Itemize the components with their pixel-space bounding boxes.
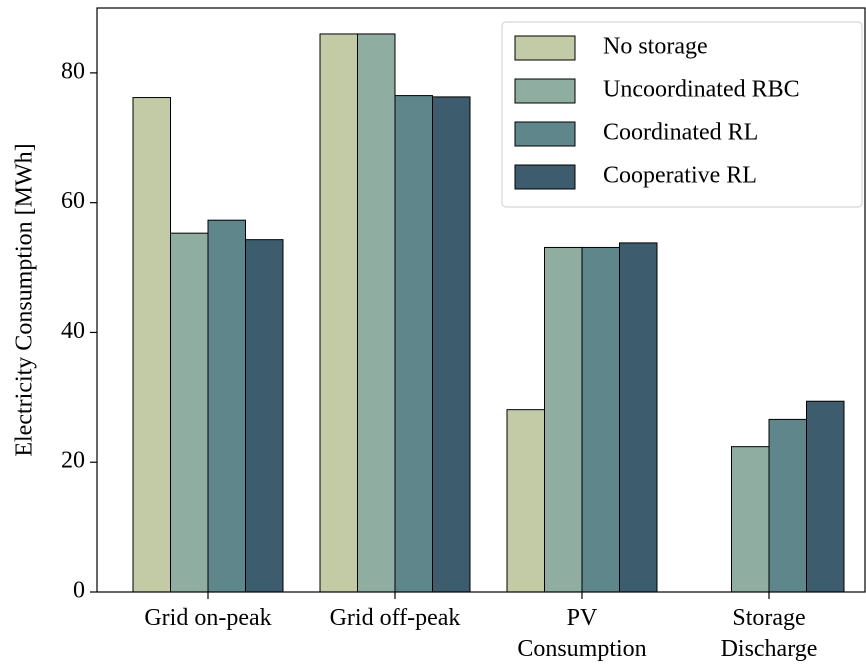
- x-tick-label: PV Consumption: [517, 605, 647, 662]
- bar: [581, 246, 620, 593]
- legend-swatch: [514, 121, 576, 147]
- bar: [768, 418, 807, 593]
- y-axis-label: Electricity Consumption [MWh]: [12, 143, 38, 456]
- bar: [806, 400, 845, 593]
- bar: [731, 446, 770, 593]
- y-tick-label: 0: [73, 578, 85, 604]
- y-tick-label: 60: [61, 188, 85, 214]
- x-tick-label: Storage Discharge: [720, 605, 818, 662]
- legend-box: [501, 21, 863, 208]
- x-tick-label: Grid on-peak: [144, 605, 272, 631]
- legend-label: Cooperative RL: [603, 163, 757, 189]
- plot-frame: [96, 7, 866, 593]
- bar: [544, 246, 583, 593]
- bar: [357, 33, 396, 593]
- legend-swatch: [514, 78, 576, 104]
- legend-swatch: [514, 35, 576, 61]
- bar: [132, 97, 171, 593]
- x-tick-label: Grid off-peak: [329, 605, 461, 631]
- bar: [394, 95, 433, 593]
- y-tick-label: 20: [61, 448, 85, 474]
- bar: [170, 232, 209, 593]
- legend-swatch: [514, 164, 576, 190]
- y-tick-label: 80: [61, 58, 85, 84]
- bar: [319, 33, 358, 593]
- bar: [506, 409, 545, 593]
- legend-label: Coordinated RL: [603, 120, 758, 146]
- bar: [432, 96, 471, 593]
- legend-label: No storage: [603, 34, 708, 60]
- bar: [619, 242, 658, 593]
- legend-label: Uncoordinated RBC: [603, 77, 800, 103]
- bar: [245, 239, 284, 593]
- bar: [207, 219, 246, 593]
- y-tick-label: 40: [61, 318, 85, 344]
